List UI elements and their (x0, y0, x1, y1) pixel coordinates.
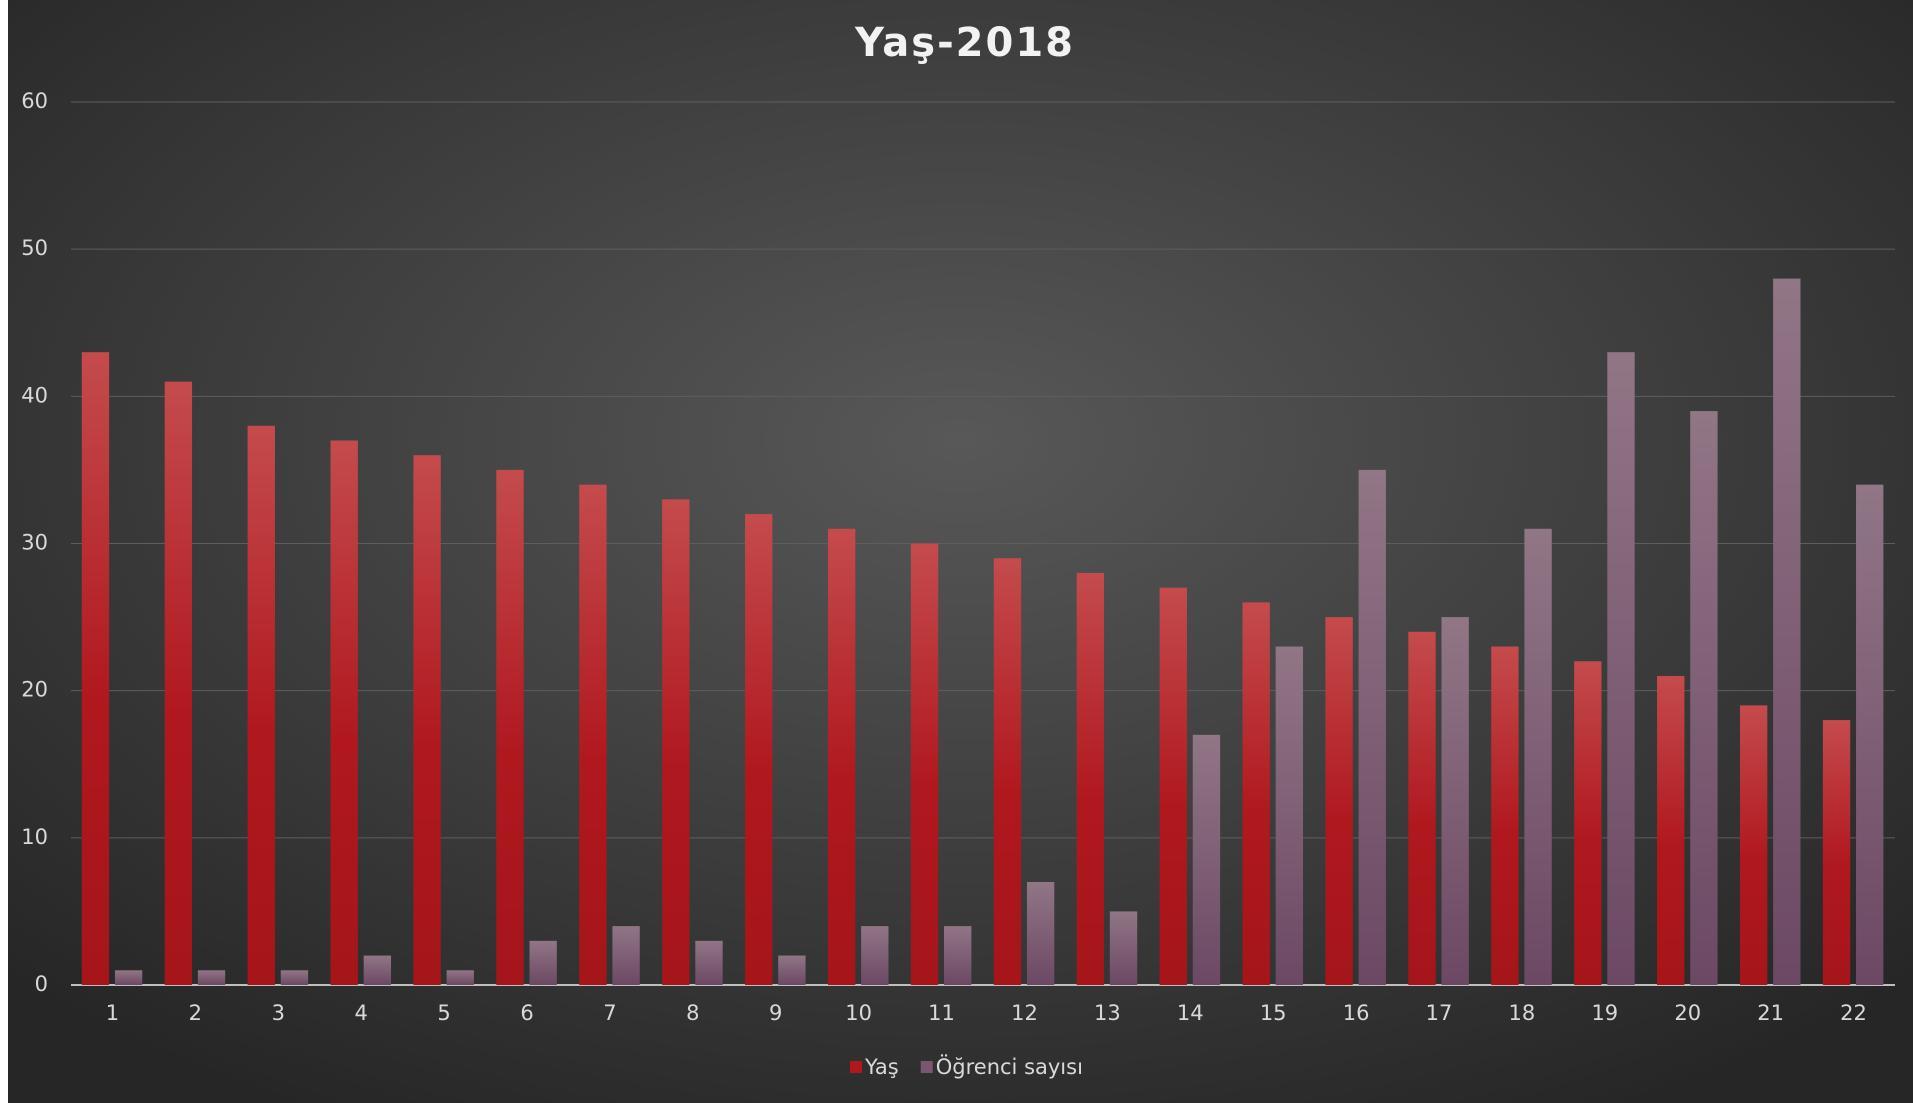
bar (1109, 911, 1138, 985)
bar (827, 528, 856, 985)
y-tick-label: 50 (21, 236, 48, 260)
bar (1275, 646, 1304, 985)
bar (1739, 705, 1768, 985)
x-tick-label: 14 (1177, 1001, 1204, 1025)
legend-label: Yaş (864, 1055, 899, 1079)
bar (114, 970, 143, 985)
legend-swatch (850, 1061, 862, 1073)
bar (1524, 528, 1552, 985)
bar (1773, 278, 1801, 986)
x-tick-label: 20 (1674, 1001, 1701, 1025)
y-tick-label: 40 (21, 383, 48, 407)
bar (778, 955, 806, 985)
bar (1574, 661, 1602, 985)
x-tick-label: 5 (437, 1001, 450, 1025)
bar (612, 926, 640, 985)
bar (280, 970, 309, 985)
legend-swatch (920, 1061, 933, 1073)
x-tick-label: 12 (1011, 1001, 1038, 1025)
bar (1657, 675, 1685, 985)
y-tick-label: 20 (21, 678, 48, 702)
chart-title: Yaş-2018 (854, 20, 1075, 66)
bar (662, 499, 690, 985)
x-tick-label: 9 (769, 1001, 782, 1025)
bar (1441, 617, 1469, 985)
bar (446, 970, 474, 985)
x-tick-label: 15 (1260, 1001, 1287, 1025)
bar (745, 514, 773, 985)
bar (1325, 617, 1353, 985)
y-tick-label: 60 (21, 89, 48, 113)
bar (944, 926, 972, 985)
bar (1491, 646, 1519, 985)
x-tick-label: 8 (686, 1001, 699, 1025)
bar (164, 381, 193, 985)
x-tick-label: 1 (106, 1001, 119, 1025)
bar (413, 455, 441, 985)
x-tick-label: 22 (1840, 1001, 1867, 1025)
x-tick-label: 7 (603, 1001, 616, 1025)
bar (330, 440, 358, 985)
y-tick-label: 0 (35, 972, 48, 996)
bar (1159, 587, 1187, 985)
x-tick-label: 4 (354, 1001, 367, 1025)
bar (529, 940, 557, 985)
bar (1408, 631, 1436, 985)
x-tick-label: 13 (1094, 1001, 1121, 1025)
bar (1026, 881, 1055, 985)
x-tick-label: 21 (1757, 1001, 1784, 1025)
x-tick-label: 11 (928, 1001, 955, 1025)
bar (1242, 602, 1270, 985)
bar (993, 558, 1022, 985)
bar (1607, 352, 1635, 985)
bar (363, 955, 392, 985)
x-tick-label: 6 (520, 1001, 533, 1025)
bar (1192, 734, 1221, 985)
bar (1076, 572, 1105, 985)
bar (197, 970, 226, 985)
bar (861, 926, 889, 985)
legend-label: Öğrenci sayısı (936, 1054, 1083, 1079)
bar (496, 469, 524, 986)
bar (1822, 720, 1851, 985)
bar (81, 352, 110, 985)
y-tick-label: 30 (21, 531, 48, 555)
x-tick-label: 10 (845, 1001, 872, 1025)
bar (1690, 411, 1718, 985)
x-tick-label: 16 (1343, 1001, 1370, 1025)
x-tick-label: 3 (272, 1001, 285, 1025)
x-tick-label: 17 (1426, 1001, 1453, 1025)
bar (247, 425, 275, 985)
bar (1358, 469, 1386, 986)
x-tick-label: 18 (1509, 1001, 1536, 1025)
y-tick-label: 10 (21, 825, 48, 849)
bar (1856, 484, 1884, 985)
x-tick-label: 19 (1591, 1001, 1618, 1025)
bar (695, 940, 723, 985)
bar (910, 543, 939, 985)
bar (579, 484, 607, 985)
x-tick-label: 2 (189, 1001, 202, 1025)
